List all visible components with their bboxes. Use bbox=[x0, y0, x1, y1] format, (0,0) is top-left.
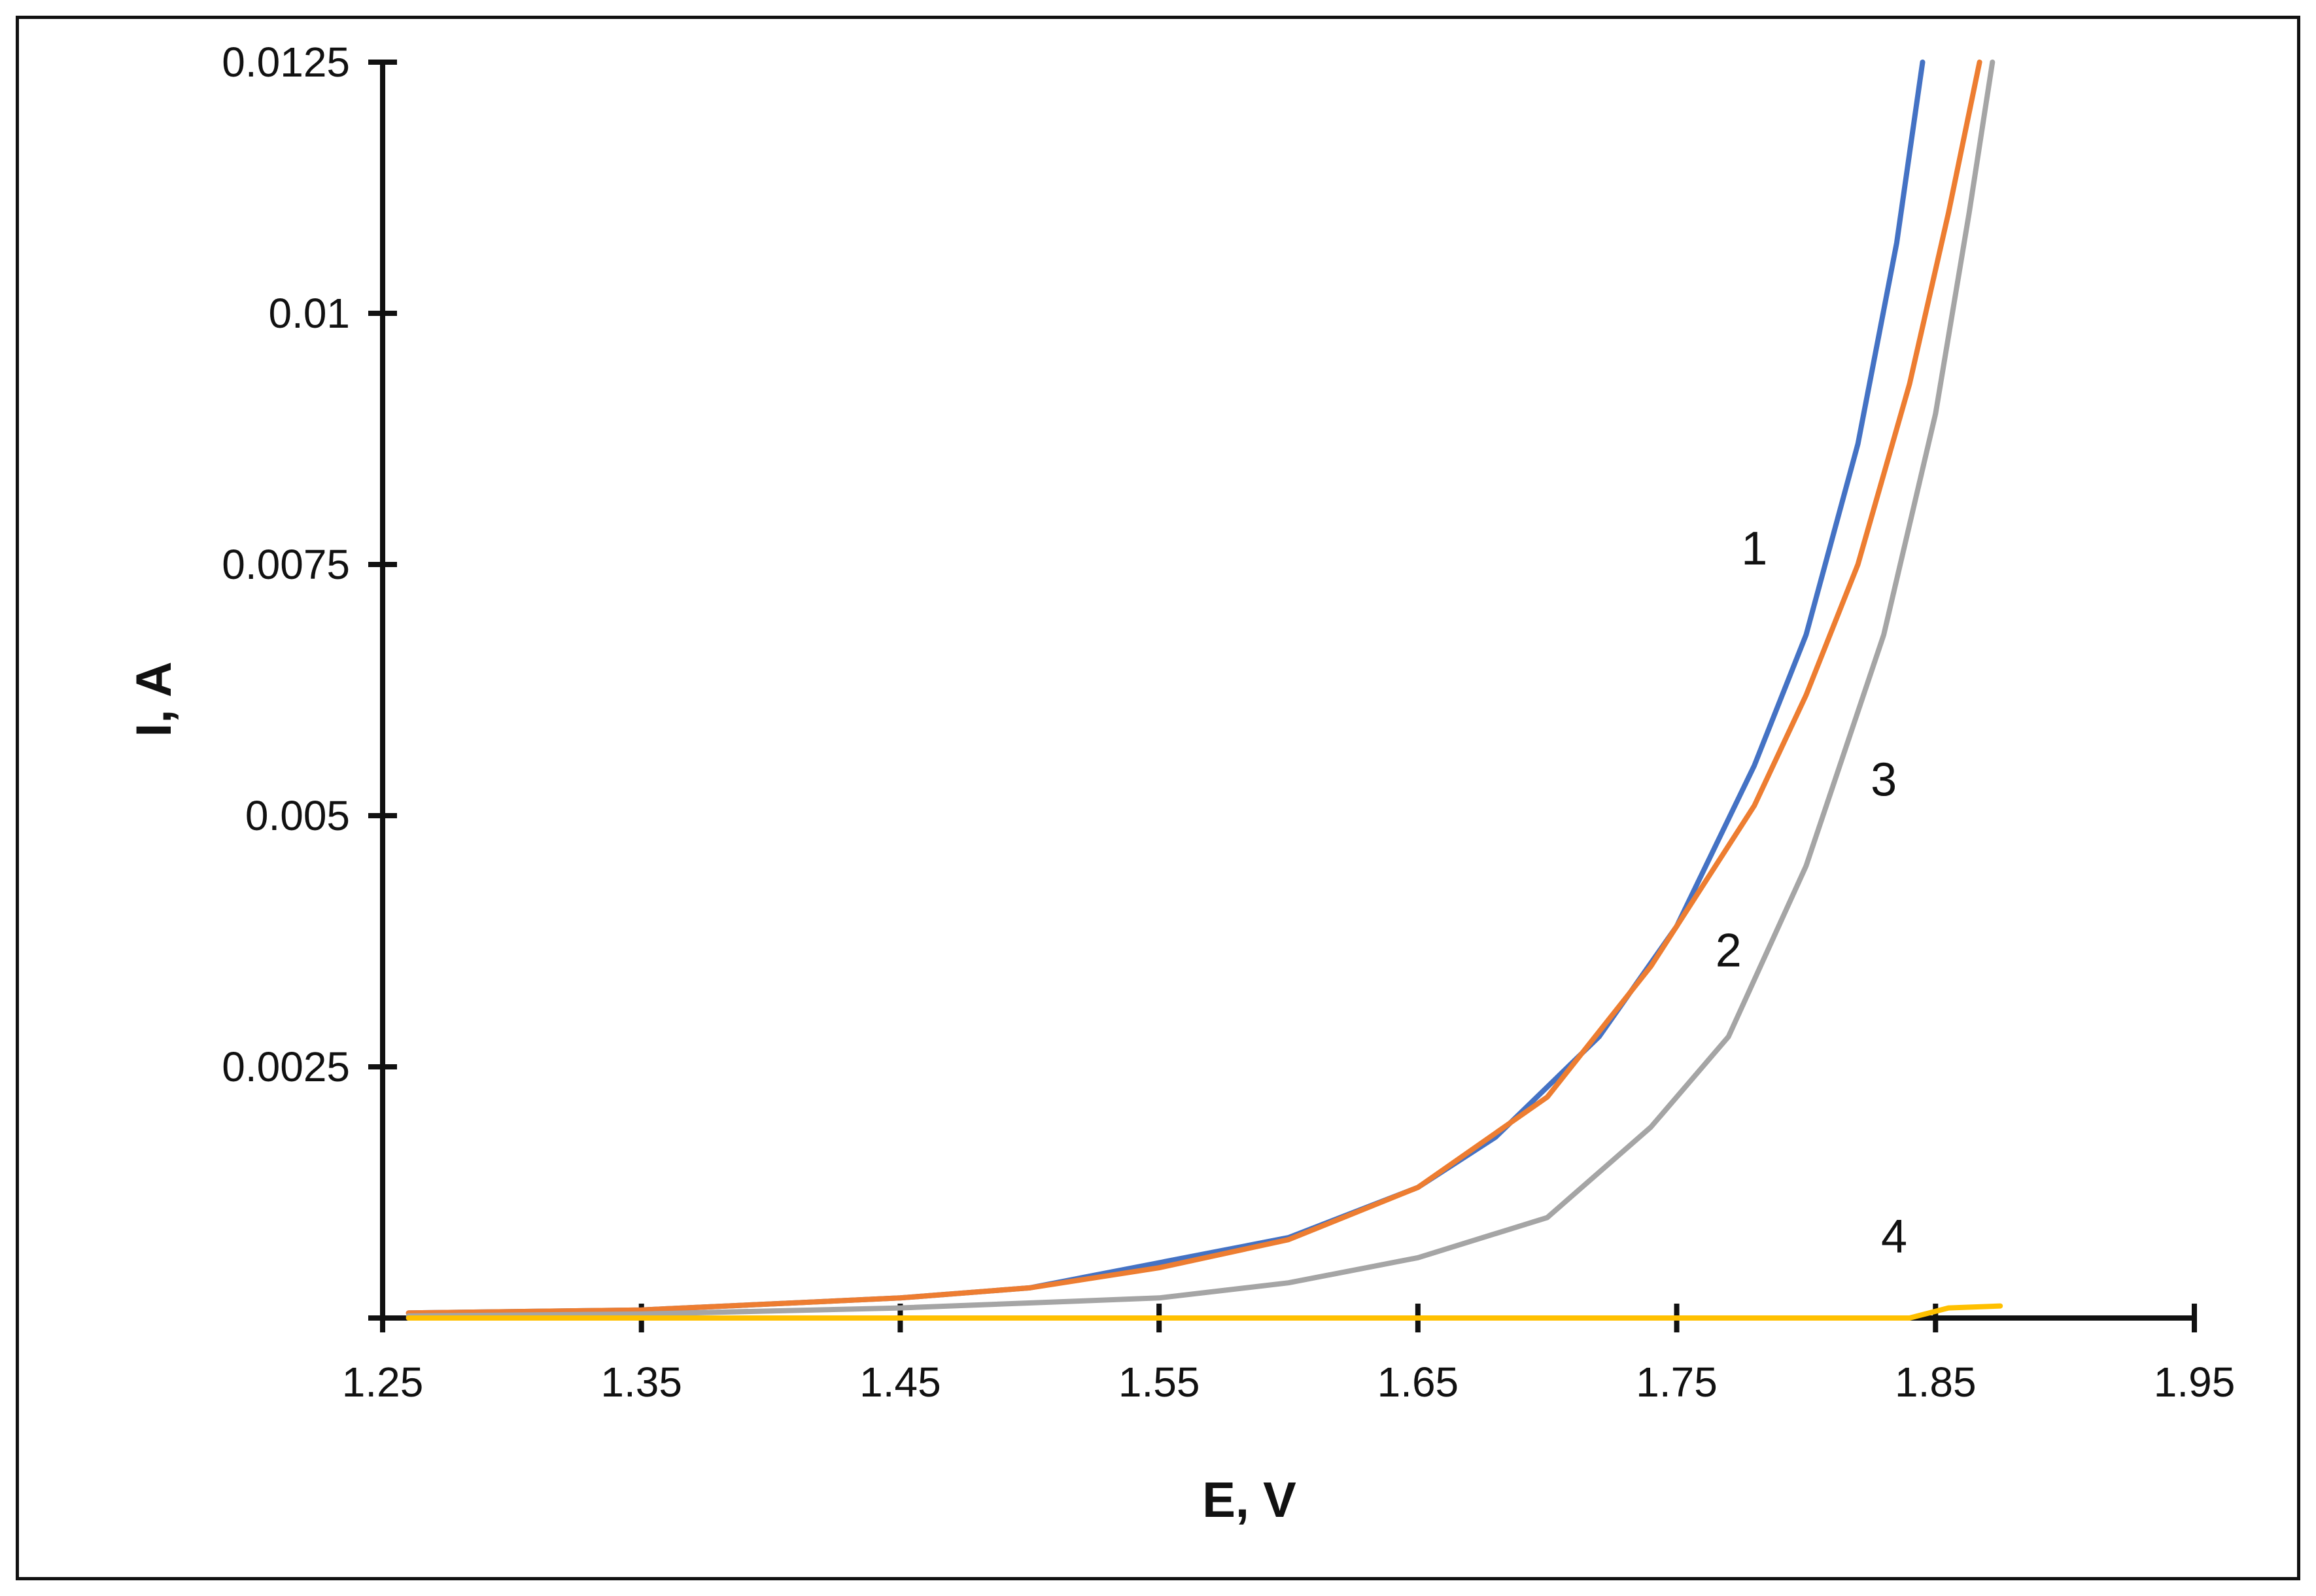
x-axis-title: E, V bbox=[1202, 1472, 1296, 1528]
series-line-3 bbox=[406, 60, 1996, 1319]
axes bbox=[380, 62, 2194, 1321]
y-tick-label: 0.01 bbox=[268, 290, 350, 337]
x-tick-label: 1.75 bbox=[1636, 1359, 1718, 1406]
series-line-1 bbox=[406, 60, 1926, 1316]
series-label-1: 1 bbox=[1741, 523, 1767, 575]
x-tick-label: 1.85 bbox=[1895, 1359, 1977, 1406]
series-label-3: 3 bbox=[1871, 754, 1897, 806]
x-tick-label: 1.25 bbox=[342, 1359, 424, 1406]
tick-labels: 1.25 1.35 1.45 1.55 1.65 1.75 1.85 1.95 0.0025 0.… bbox=[222, 39, 2235, 1406]
figure-frame: 1.25 1.35 1.45 1.55 1.65 1.75 1.85 1.95 0.0025 0.… bbox=[16, 16, 2300, 1580]
series-lines bbox=[406, 60, 2003, 1321]
y-tick-label: 0.0125 bbox=[222, 39, 350, 86]
x-tick-label: 1.55 bbox=[1118, 1359, 1200, 1406]
x-tick-label: 1.45 bbox=[859, 1359, 941, 1406]
tick-marks bbox=[368, 60, 2197, 1332]
y-tick-label: 0.0025 bbox=[222, 1043, 350, 1090]
chart: 1.25 1.35 1.45 1.55 1.65 1.75 1.85 1.95 0.0025 0.… bbox=[126, 39, 2235, 1528]
y-tick-label: 0.005 bbox=[245, 792, 350, 839]
y-axis-title: I, A bbox=[126, 661, 182, 737]
series-label-2: 2 bbox=[1716, 924, 1742, 977]
series-label-4: 4 bbox=[1881, 1211, 1907, 1263]
series-line-2 bbox=[406, 60, 1982, 1316]
y-tick-label: 0.0075 bbox=[222, 541, 350, 588]
x-tick-label: 1.35 bbox=[600, 1359, 682, 1406]
x-tick-label: 1.95 bbox=[2154, 1359, 2236, 1406]
series-line-4 bbox=[406, 1303, 2003, 1321]
x-tick-label: 1.65 bbox=[1377, 1359, 1459, 1406]
series-labels: 1 2 3 4 bbox=[1716, 523, 1907, 1263]
